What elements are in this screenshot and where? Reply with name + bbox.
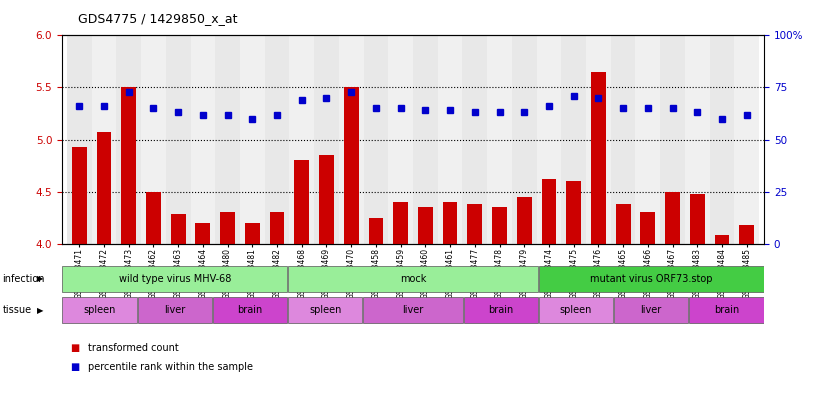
- Bar: [463, 297, 538, 323]
- Bar: [591, 72, 605, 244]
- Bar: [512, 35, 537, 244]
- Text: brain: brain: [488, 305, 514, 315]
- Bar: [191, 35, 216, 244]
- Bar: [388, 35, 413, 244]
- Text: ■: ■: [70, 343, 79, 353]
- Text: ▶: ▶: [37, 306, 44, 314]
- Text: brain: brain: [714, 305, 739, 315]
- Bar: [539, 266, 763, 292]
- Bar: [344, 87, 358, 244]
- Bar: [418, 207, 433, 244]
- Bar: [615, 204, 630, 244]
- Bar: [393, 202, 408, 244]
- Bar: [289, 35, 314, 244]
- Bar: [294, 160, 309, 244]
- Bar: [640, 212, 655, 244]
- Text: GDS4775 / 1429850_x_at: GDS4775 / 1429850_x_at: [78, 12, 238, 25]
- Bar: [635, 35, 660, 244]
- Bar: [72, 147, 87, 244]
- Bar: [216, 35, 240, 244]
- Bar: [319, 155, 334, 244]
- Text: ■: ■: [70, 362, 79, 373]
- Text: liver: liver: [402, 305, 424, 315]
- Bar: [463, 35, 487, 244]
- Bar: [690, 297, 763, 323]
- Bar: [116, 35, 141, 244]
- Bar: [196, 223, 211, 244]
- Bar: [240, 35, 264, 244]
- Text: spleen: spleen: [309, 305, 341, 315]
- Text: mutant virus ORF73.stop: mutant virus ORF73.stop: [590, 274, 713, 284]
- Bar: [734, 35, 759, 244]
- Bar: [368, 218, 383, 244]
- Text: transformed count: transformed count: [88, 343, 179, 353]
- Text: tissue: tissue: [2, 305, 31, 315]
- Bar: [685, 35, 710, 244]
- Bar: [468, 204, 482, 244]
- Bar: [517, 197, 532, 244]
- Text: spleen: spleen: [83, 305, 116, 315]
- Bar: [363, 35, 388, 244]
- Text: ▶: ▶: [37, 274, 44, 283]
- Text: liver: liver: [641, 305, 662, 315]
- Bar: [537, 35, 562, 244]
- Text: liver: liver: [164, 305, 185, 315]
- Bar: [438, 35, 463, 244]
- Bar: [443, 202, 458, 244]
- Bar: [614, 297, 688, 323]
- Bar: [586, 35, 610, 244]
- Bar: [610, 35, 635, 244]
- Bar: [690, 194, 705, 244]
- Bar: [710, 35, 734, 244]
- Bar: [288, 266, 538, 292]
- Bar: [171, 215, 186, 244]
- Bar: [67, 35, 92, 244]
- Text: brain: brain: [237, 305, 263, 315]
- Bar: [213, 297, 287, 323]
- Bar: [714, 235, 729, 244]
- Bar: [339, 35, 363, 244]
- Bar: [244, 223, 259, 244]
- Bar: [63, 266, 287, 292]
- Bar: [487, 35, 512, 244]
- Bar: [166, 35, 191, 244]
- Bar: [288, 297, 363, 323]
- Bar: [492, 207, 507, 244]
- Bar: [221, 212, 235, 244]
- Bar: [413, 35, 438, 244]
- Bar: [121, 87, 136, 244]
- Text: mock: mock: [400, 274, 426, 284]
- Text: wild type virus MHV-68: wild type virus MHV-68: [119, 274, 231, 284]
- Bar: [539, 297, 613, 323]
- Bar: [138, 297, 212, 323]
- Text: infection: infection: [2, 274, 45, 284]
- Text: percentile rank within the sample: percentile rank within the sample: [88, 362, 254, 373]
- Bar: [363, 297, 463, 323]
- Bar: [562, 35, 586, 244]
- Bar: [660, 35, 685, 244]
- Bar: [97, 132, 112, 244]
- Bar: [92, 35, 116, 244]
- Bar: [542, 179, 557, 244]
- Bar: [665, 191, 680, 244]
- Text: spleen: spleen: [560, 305, 592, 315]
- Bar: [141, 35, 166, 244]
- Bar: [63, 297, 136, 323]
- Bar: [739, 225, 754, 244]
- Bar: [146, 191, 161, 244]
- Bar: [567, 181, 582, 244]
- Bar: [269, 212, 284, 244]
- Bar: [264, 35, 289, 244]
- Bar: [314, 35, 339, 244]
